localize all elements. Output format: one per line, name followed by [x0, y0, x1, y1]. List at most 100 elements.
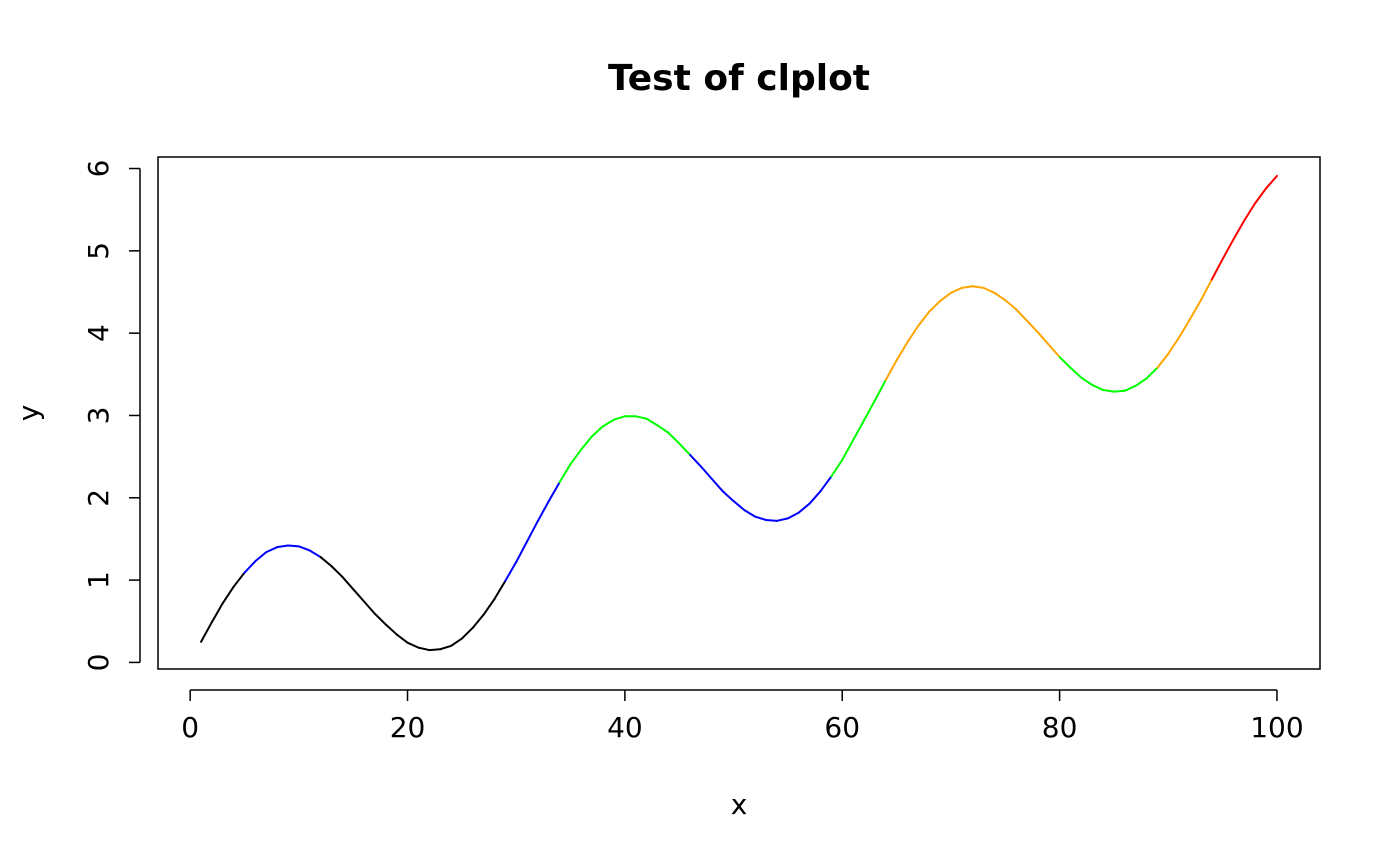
line-segment: [939, 291, 952, 303]
line-segment: [580, 435, 594, 451]
line-segment: [917, 310, 931, 327]
line-segment: [417, 646, 431, 652]
line-segment: [1189, 299, 1202, 321]
line-segment: [786, 511, 800, 520]
line-segment: [743, 509, 757, 518]
line-segment: [1167, 336, 1181, 355]
y-tick-label: 3: [82, 407, 115, 425]
line-segment: [928, 300, 942, 313]
line-segment: [384, 623, 398, 636]
x-tick-label: 40: [607, 711, 643, 744]
line-segment: [1015, 308, 1029, 322]
line-segment: [982, 286, 996, 294]
line-segment: [884, 359, 898, 382]
line-segment: [1058, 356, 1072, 369]
line-segment: [1102, 388, 1115, 393]
line-segment: [776, 517, 789, 522]
y-tick-label: 4: [82, 324, 115, 342]
line-segment: [428, 648, 442, 652]
line-segment: [1254, 187, 1268, 205]
line-segment: [1026, 319, 1039, 334]
line-segment: [319, 556, 333, 568]
line-segment: [830, 458, 844, 478]
line-segment: [276, 544, 289, 549]
line-segment: [721, 490, 735, 503]
line-segment: [1243, 202, 1257, 222]
line-segment: [352, 588, 366, 603]
line-segment: [439, 644, 452, 651]
line-segment: [363, 600, 376, 615]
line-segment: [634, 415, 648, 420]
line-segment: [765, 519, 779, 522]
line-segment: [232, 571, 246, 588]
line-segment: [330, 565, 344, 578]
line-segment: [797, 502, 811, 514]
line-segment: [1047, 343, 1061, 359]
line-segment: [558, 463, 572, 484]
line-segment: [265, 546, 279, 554]
x-tick-label: 20: [390, 711, 426, 744]
y-tick-label: 0: [82, 654, 115, 672]
y-tick-label: 5: [82, 242, 115, 260]
line-segment: [243, 560, 257, 574]
y-axis-title: y: [12, 405, 45, 422]
line-segment: [1221, 238, 1235, 261]
line-segment: [841, 439, 855, 461]
line-segment: [1091, 384, 1105, 391]
line-segment: [221, 585, 235, 605]
plot-box: [157, 156, 1321, 670]
line-segment: [482, 598, 496, 616]
line-segment: [699, 465, 713, 480]
line-segment: [678, 442, 692, 456]
y-tick-label: 6: [82, 160, 115, 178]
line-segment: [1112, 389, 1126, 393]
line-segment: [1004, 299, 1018, 311]
line-segment: [808, 490, 822, 505]
line-segment: [406, 641, 420, 649]
line-segment: [341, 575, 355, 591]
line-segment: [493, 579, 507, 601]
line-segment: [373, 612, 387, 626]
x-tick-label: 80: [1042, 711, 1078, 744]
x-tick-label: 100: [1250, 711, 1303, 744]
line-segment: [254, 551, 268, 563]
line-segment: [819, 475, 833, 493]
line-segment: [449, 637, 463, 647]
line-segment: [645, 417, 659, 427]
x-axis-title: x: [731, 788, 748, 821]
line-segment: [210, 602, 224, 624]
y-tick-label: 1: [82, 571, 115, 589]
line-segment: [1069, 366, 1083, 379]
line-segment: [1265, 174, 1278, 190]
line-segment: [906, 324, 920, 344]
line-segment: [308, 549, 322, 559]
line-segment: [460, 626, 474, 640]
line-segment: [1178, 318, 1192, 339]
line-segment: [515, 540, 529, 563]
line-segment: [1123, 384, 1137, 392]
line-segment: [895, 341, 909, 362]
line-segment: [710, 477, 724, 493]
y-tick-label: 2: [82, 489, 115, 507]
line-segment: [852, 419, 865, 442]
line-segment: [1145, 366, 1159, 380]
line-segment: [960, 285, 974, 289]
line-segment: [526, 519, 539, 543]
chart-title: Test of clplot: [608, 58, 870, 99]
line-segment: [689, 453, 702, 468]
line-segment: [667, 431, 681, 445]
line-segment: [732, 500, 746, 512]
line-segment: [1036, 331, 1050, 346]
line-segment: [591, 425, 605, 438]
line-segment: [395, 633, 409, 644]
line-segment: [297, 545, 311, 552]
line-segment: [873, 379, 887, 402]
line-segment: [656, 424, 670, 434]
line-segment: [471, 613, 485, 629]
line-segment: [569, 448, 583, 466]
line-segment: [1134, 377, 1148, 387]
line-segment: [993, 291, 1007, 302]
line-segment: [1199, 278, 1213, 302]
line-segment: [536, 500, 550, 522]
